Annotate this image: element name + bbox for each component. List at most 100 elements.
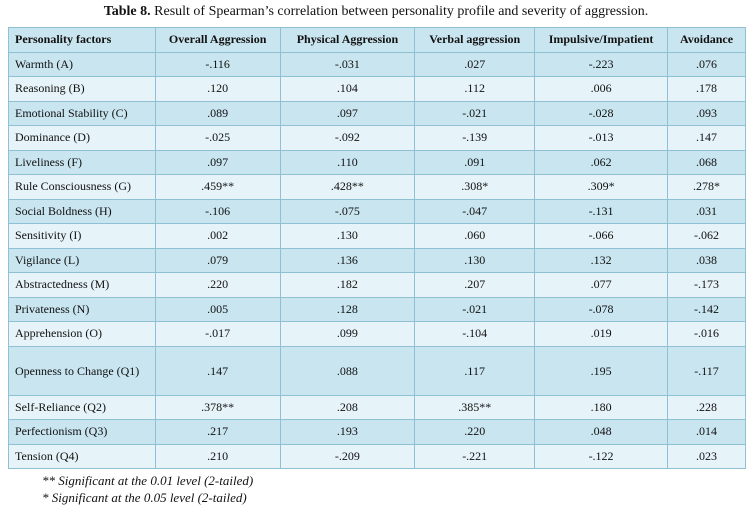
- row-label: Apprehension (O): [8, 321, 156, 347]
- cell-value: .459**: [154, 174, 281, 200]
- table-row: Rule Consciousness (G) .459** .428** .308*.…: [8, 174, 746, 200]
- cell-value: .378**: [154, 394, 281, 420]
- cell-value: .228: [667, 394, 746, 420]
- cell-value: -.116: [154, 51, 281, 77]
- row-label: Vigilance (L): [8, 247, 156, 273]
- cell-value: .068: [667, 149, 746, 175]
- cell-value: .023: [667, 443, 746, 469]
- cell-value: -.066: [534, 223, 669, 249]
- cell-value: .178: [667, 76, 746, 102]
- cell-value: .088: [279, 345, 416, 396]
- table-row: Reasoning (B) .120.104.112.006.178: [8, 76, 746, 102]
- cell-value: .136: [279, 247, 416, 273]
- cell-value: .132: [534, 247, 669, 273]
- cell-value: .027: [414, 51, 536, 77]
- cell-value: .309*: [534, 174, 669, 200]
- cell-value: .089: [154, 100, 281, 126]
- cell-value: -.013: [534, 125, 669, 151]
- cell-value: .147: [154, 345, 281, 396]
- column-header: Avoidance: [667, 27, 746, 53]
- cell-value: .060: [414, 223, 536, 249]
- cell-value: -.075: [279, 198, 416, 224]
- row-label: Abstractedness (M): [8, 272, 156, 298]
- table-row: Sensitivity (I) .002.130.060 -.066 -.062: [8, 223, 746, 249]
- cell-value: -.104: [414, 321, 536, 347]
- cell-value: .117: [414, 345, 536, 396]
- row-label: Social Boldness (H): [8, 198, 156, 224]
- cell-value: .104: [279, 76, 416, 102]
- cell-value: .180: [534, 394, 669, 420]
- table-row: Liveliness (F) .097.110.091.062.068: [8, 149, 746, 175]
- cell-value: -.062: [667, 223, 746, 249]
- cell-value: -.028: [534, 100, 669, 126]
- cell-value: -.078: [534, 296, 669, 322]
- table-row: Self-Reliance (Q2) .378** .208.385** .180.2…: [8, 394, 746, 420]
- cell-value: .019: [534, 321, 669, 347]
- cell-value: .278*: [667, 174, 746, 200]
- table-row: Openness to Change (Q1) .147.088.117.195-…: [8, 345, 746, 396]
- cell-value: -.131: [534, 198, 669, 224]
- cell-value: .195: [534, 345, 669, 396]
- cell-value: -.221: [414, 443, 536, 469]
- table-row: Emotional Stability (C) .089.097 -.021 -.02…: [8, 100, 746, 126]
- row-label: Dominance (D): [8, 125, 156, 151]
- cell-value: .002: [154, 223, 281, 249]
- row-label: Reasoning (B): [8, 76, 156, 102]
- cell-value: .091: [414, 149, 536, 175]
- cell-value: .076: [667, 51, 746, 77]
- cell-value: -.092: [279, 125, 416, 151]
- cell-value: .128: [279, 296, 416, 322]
- row-label: Openness to Change (Q1): [8, 345, 156, 396]
- cell-value: .099: [279, 321, 416, 347]
- table-row: Dominance (D) -.025 -.092 -.139 -.013.147: [8, 125, 746, 151]
- cell-value: .193: [279, 419, 416, 445]
- row-label: Sensitivity (I): [8, 223, 156, 249]
- cell-value: -.142: [667, 296, 746, 322]
- cell-value: -.106: [154, 198, 281, 224]
- column-header: Personality factors: [8, 27, 156, 53]
- column-header: Physical Aggression: [279, 27, 416, 53]
- cell-value: -.047: [414, 198, 536, 224]
- table-row: Privateness (N) .005.128 -.021 -.078 -.142: [8, 296, 746, 322]
- row-label: Rule Consciousness (G): [8, 174, 156, 200]
- cell-value: .208: [279, 394, 416, 420]
- table-row: Perfectionism (Q3) .217.193.220.048.014: [8, 419, 746, 445]
- cell-value: .048: [534, 419, 669, 445]
- cell-value: .130: [414, 247, 536, 273]
- cell-value: .182: [279, 272, 416, 298]
- cell-value: .207: [414, 272, 536, 298]
- table-row: Vigilance (L) .079.136.130.132.038: [8, 247, 746, 273]
- cell-value: -.031: [279, 51, 416, 77]
- row-label: Perfectionism (Q3): [8, 419, 156, 445]
- table-caption: Table 8. Result of Spearman’s correlatio…: [0, 4, 752, 20]
- header-row: Personality factors Overall Aggression Phy…: [8, 27, 746, 53]
- cell-value: -.209: [279, 443, 416, 469]
- cell-value: .120: [154, 76, 281, 102]
- cell-value: -.016: [667, 321, 746, 347]
- cell-value: .147: [667, 125, 746, 151]
- cell-value: -.017: [154, 321, 281, 347]
- column-header: Verbal aggression: [414, 27, 536, 53]
- row-label: Self-Reliance (Q2): [8, 394, 156, 420]
- cell-value: .093: [667, 100, 746, 126]
- column-header: Overall Aggression: [154, 27, 281, 53]
- row-label: Emotional Stability (C): [8, 100, 156, 126]
- table-row: Abstractedness (M) .220.182.207.077 -.173: [8, 272, 746, 298]
- cell-value: .062: [534, 149, 669, 175]
- cell-value: .308*: [414, 174, 536, 200]
- cell-value: .112: [414, 76, 536, 102]
- footnotes: ** Significant at the 0.01 level (2-tail…: [42, 472, 253, 506]
- cell-value: -.021: [414, 100, 536, 126]
- cell-value: .210: [154, 443, 281, 469]
- table-row: Apprehension (O) -.017.099 -.104.019 -.016: [8, 321, 746, 347]
- cell-value: .385**: [414, 394, 536, 420]
- table-row: Tension (Q4) .210 -.209 -.221 -.122.023: [8, 443, 746, 469]
- cell-value: -.117: [667, 345, 746, 396]
- cell-value: -.173: [667, 272, 746, 298]
- row-label: Tension (Q4): [8, 443, 156, 469]
- cell-value: .428**: [279, 174, 416, 200]
- cell-value: .110: [279, 149, 416, 175]
- cell-value: .077: [534, 272, 669, 298]
- cell-value: .038: [667, 247, 746, 273]
